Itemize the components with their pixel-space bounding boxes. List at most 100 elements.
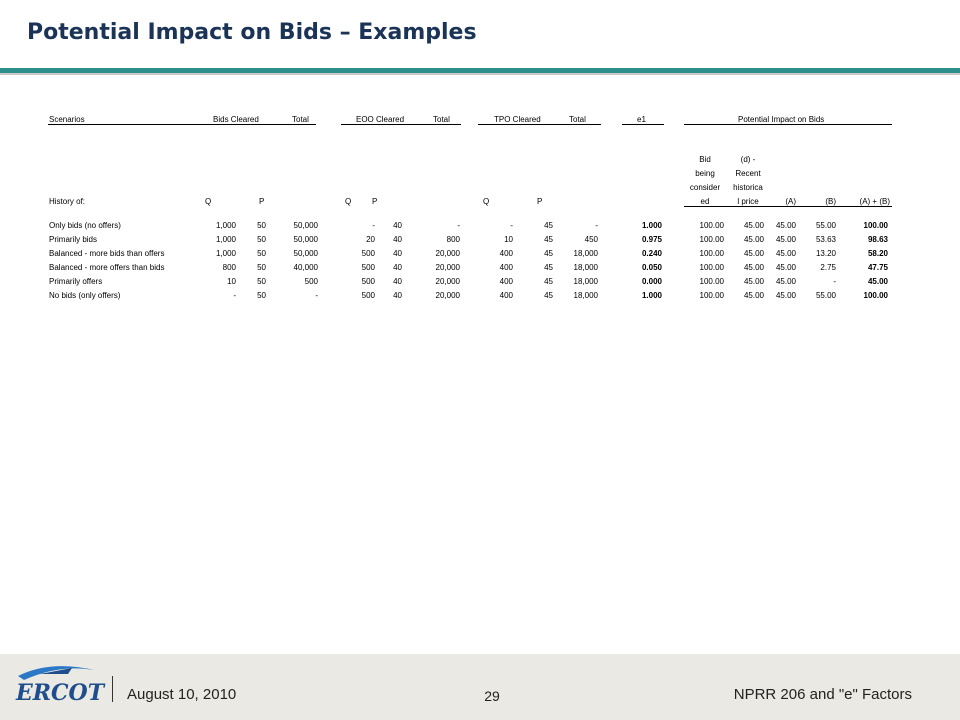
header-a-plus-b: (A) + (B) [859, 197, 890, 206]
header-p-eoo: P [372, 197, 378, 206]
header-a: (A) [785, 197, 796, 206]
header-d-line4: l price [737, 197, 759, 206]
value-a-plus-b: 58.20 [867, 249, 888, 258]
tpo-p: 45 [544, 263, 553, 272]
bids-total: - [315, 291, 318, 300]
header-d-line2: Recent [735, 169, 761, 178]
e1-value: 0.240 [641, 249, 662, 258]
value-a-plus-b: 45.00 [867, 277, 888, 286]
title-shadow-rule [0, 73, 960, 75]
value-b: 2.75 [820, 263, 836, 272]
row-name: Primarily offers [49, 277, 103, 286]
value-a-plus-b: 47.75 [867, 263, 888, 272]
bids-q: 10 [227, 277, 236, 286]
header-potential-impact: Potential Impact on Bids [738, 115, 825, 124]
header-underline-potential [684, 124, 892, 125]
value-b: - [833, 277, 836, 286]
historical-price: 45.00 [743, 235, 764, 244]
tpo-total: 450 [584, 235, 598, 244]
eoo-p: 40 [393, 235, 402, 244]
value-a: 45.00 [775, 249, 796, 258]
value-b: 53.63 [815, 235, 836, 244]
bids-p: 50 [257, 221, 266, 230]
value-b: 55.00 [815, 291, 836, 300]
header-eoo-cleared: EOO Cleared [356, 115, 405, 124]
tpo-total: 18,000 [573, 291, 598, 300]
row-name: Only bids (no offers) [49, 221, 121, 230]
bids-p: 50 [257, 291, 266, 300]
header-total-bids: Total [292, 115, 309, 124]
value-b: 13.20 [815, 249, 836, 258]
bids-p: 50 [257, 235, 266, 244]
tpo-total: 18,000 [573, 277, 598, 286]
header-p-tpo: P [537, 197, 543, 206]
e1-value: 1.000 [641, 291, 662, 300]
header-bid-line2: being [695, 169, 715, 178]
header-bid-line4: ed [700, 197, 710, 206]
eoo-q: - [372, 221, 375, 230]
page-title: Potential Impact on Bids – Examples [27, 20, 477, 45]
footer-bar [0, 654, 960, 720]
tpo-p: 45 [544, 291, 553, 300]
value-b: 55.00 [815, 221, 836, 230]
header-total-tpo: Total [569, 115, 586, 124]
eoo-total: 20,000 [435, 263, 460, 272]
bid-considered: 100.00 [699, 249, 724, 258]
tpo-q: 400 [499, 291, 513, 300]
eoo-q: 500 [361, 249, 375, 258]
eoo-total: 20,000 [435, 291, 460, 300]
tpo-q: - [510, 221, 513, 230]
header-underline-tpo [478, 124, 601, 125]
eoo-p: 40 [393, 249, 402, 258]
title-accent-rule [0, 68, 960, 73]
value-a-plus-b: 98.63 [867, 235, 888, 244]
header-p-bids: P [259, 197, 265, 206]
header-q-eoo: Q [345, 197, 352, 206]
e1-value: 0.050 [641, 263, 662, 272]
ercot-logo-mark: ERCOT [15, 666, 106, 706]
page-number: 29 [484, 688, 500, 704]
header-tpo-cleared: TPO Cleared [494, 115, 541, 124]
eoo-p: 40 [393, 277, 402, 286]
tpo-q: 400 [499, 263, 513, 272]
subheader-underline [684, 206, 892, 207]
bid-considered: 100.00 [699, 291, 724, 300]
header-bids-cleared: Bids Cleared [213, 115, 259, 124]
eoo-total: 20,000 [435, 277, 460, 286]
header-history: History of: [49, 197, 86, 206]
bids-total: 40,000 [293, 263, 318, 272]
tpo-total: - [595, 221, 598, 230]
bid-considered: 100.00 [699, 263, 724, 272]
value-a: 45.00 [775, 235, 796, 244]
historical-price: 45.00 [743, 263, 764, 272]
impact-table: Scenarios Bids Cleared Total EOO Cleared… [48, 115, 892, 300]
bids-total: 50,000 [293, 221, 318, 230]
bids-total: 50,000 [293, 249, 318, 258]
tpo-q: 400 [499, 249, 513, 258]
bids-total: 50,000 [293, 235, 318, 244]
value-a: 45.00 [775, 277, 796, 286]
header-b: (B) [825, 197, 836, 206]
bids-p: 50 [257, 277, 266, 286]
footer-divider [112, 676, 113, 702]
bid-considered: 100.00 [699, 277, 724, 286]
historical-price: 45.00 [743, 249, 764, 258]
eoo-q: 500 [361, 277, 375, 286]
footer-title: NPRR 206 and "e" Factors [733, 686, 912, 703]
e1-value: 0.000 [641, 277, 662, 286]
ercot-logo: ERCOT [10, 662, 106, 708]
bids-q: - [233, 291, 236, 300]
value-a: 45.00 [775, 263, 796, 272]
tpo-total: 18,000 [573, 263, 598, 272]
historical-price: 45.00 [743, 221, 764, 230]
eoo-p: 40 [393, 263, 402, 272]
bids-q: 1,000 [215, 235, 236, 244]
bids-total: 500 [304, 277, 318, 286]
row-name: No bids (only offers) [49, 291, 121, 300]
row-name: Primarily bids [49, 235, 98, 244]
row-name: Balanced - more offers than bids [49, 263, 165, 272]
header-q-bids: Q [205, 197, 212, 206]
header-underline-bids [48, 124, 316, 125]
eoo-p: 40 [393, 221, 402, 230]
bid-considered: 100.00 [699, 221, 724, 230]
